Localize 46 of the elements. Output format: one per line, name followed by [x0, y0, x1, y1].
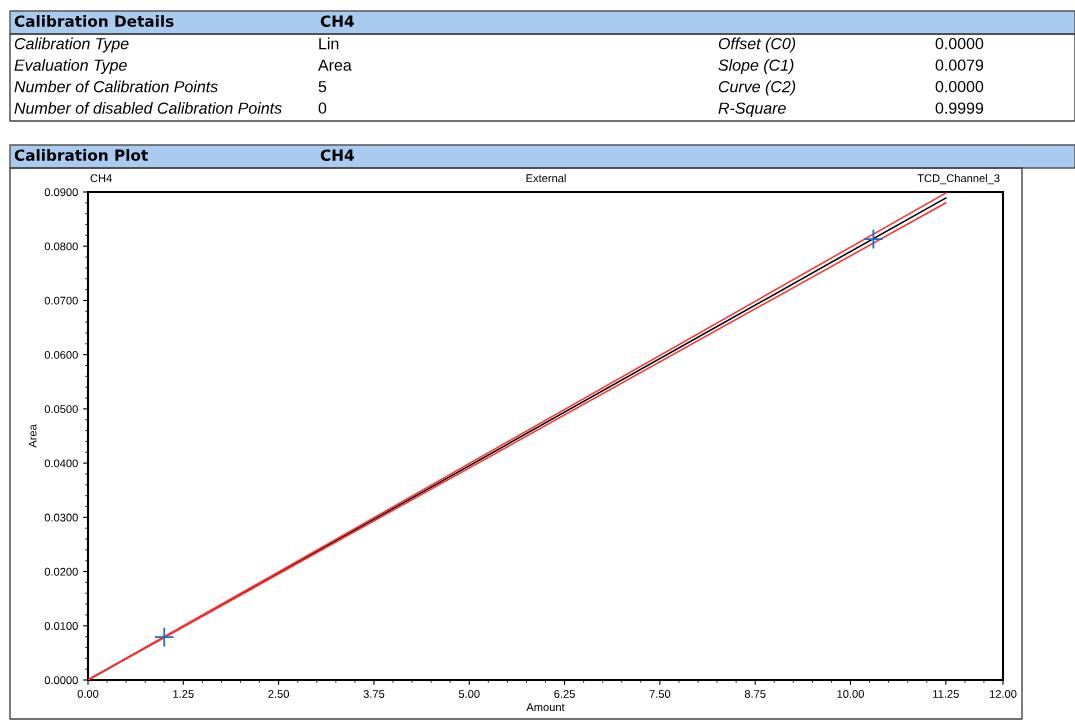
text: Number of Calibration Points [14, 80, 218, 93]
text: Curve (C2) [718, 80, 796, 96]
x-tick-label: 10.00 [837, 690, 864, 698]
x-tick-label: 2.50 [268, 690, 289, 698]
text: External [526, 173, 566, 183]
y-tick-label: 0.0700 [44, 296, 78, 305]
text: Area [318, 59, 352, 71]
x-tick-label: 7.50 [649, 690, 671, 698]
text: R-Square [718, 102, 786, 117]
text: TCD_Channel_3 [917, 173, 1000, 185]
x-axis-title: Amount [526, 703, 565, 712]
text: 0.9999 [935, 102, 984, 114]
x-tick-label: 8.75 [744, 690, 766, 698]
x-tick-label: 12.00 [989, 690, 1017, 698]
text: 0 [318, 102, 327, 114]
text: Evaluation Type [14, 59, 127, 74]
x-tick-label: 3.75 [363, 690, 385, 698]
chart-subtitle: CH4 [320, 149, 354, 161]
text: CH4 [320, 15, 354, 27]
y-tick-label: 0.0600 [44, 350, 78, 359]
text: Calibration Details [14, 15, 174, 27]
text: Offset (C0) [718, 37, 796, 53]
y-tick-label: 0.0800 [44, 242, 78, 251]
y-tick-label: 0.0500 [44, 405, 78, 414]
y-tick-label: 0.0300 [44, 513, 78, 522]
text: Calibration Type [14, 37, 129, 53]
text: CH4 [90, 174, 112, 183]
chart-title: Calibration Plot [14, 149, 148, 161]
x-tick-label: 6.25 [554, 690, 575, 698]
y-tick-label: 0.0400 [44, 459, 78, 468]
text: 0.0000 [935, 80, 984, 93]
y-axis-title: Area [28, 424, 37, 448]
x-tick-label: 0.00 [77, 690, 99, 698]
y-tick-label: 0.0200 [44, 567, 78, 576]
text: Lin [319, 37, 339, 50]
x-tick-label: 5.00 [458, 690, 480, 698]
text: Number of disabled Calibration Points [14, 102, 282, 114]
y-tick-label: 0.0100 [44, 622, 78, 630]
y-tick-label: 0.0900 [44, 188, 78, 197]
x-tick-label: 1.25 [173, 690, 194, 698]
y-tick-label: 0.0000 [44, 676, 78, 685]
text: 0.0079 [935, 59, 984, 71]
text: 5 [318, 81, 327, 93]
text: 0.0000 [935, 37, 984, 50]
text: Slope (C1) [718, 59, 794, 74]
x-tick-label: 11.25 [933, 690, 959, 698]
